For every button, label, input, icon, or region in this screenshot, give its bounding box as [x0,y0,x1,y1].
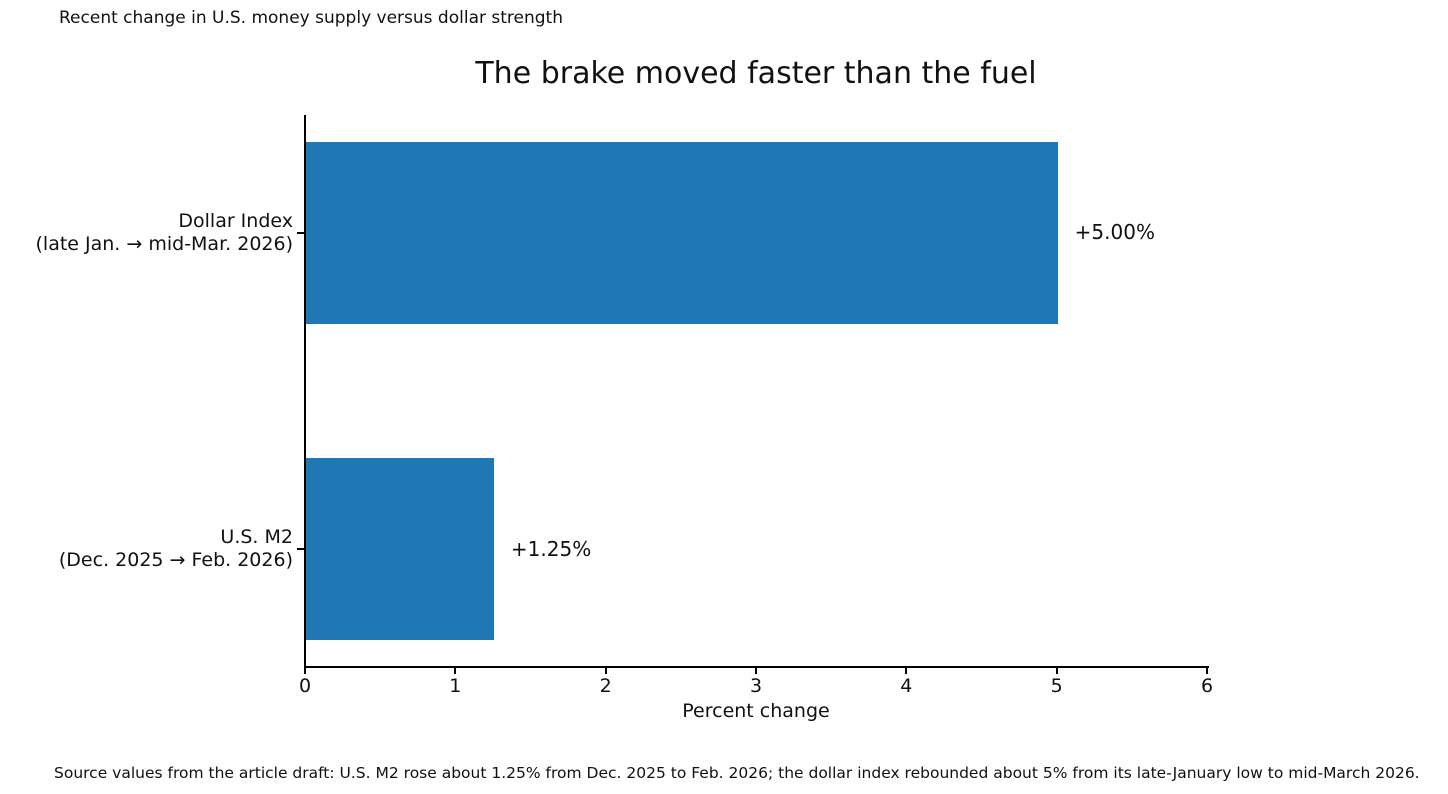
source-note: Source values from the article draft: U.… [54,764,1420,782]
x-tick-label: 4 [900,675,913,697]
y-tick-label-us-m2: U.S. M2 (Dec. 2025 → Feb. 2026) [0,526,293,572]
x-tick-label: 3 [749,675,763,697]
bar-dollar-index [306,142,1058,324]
x-tick-mark [905,668,908,674]
bar-us-m2 [306,458,494,640]
y-tick-label-line: U.S. M2 [220,526,293,548]
x-tick-mark [755,668,757,674]
y-tick-mark [297,548,304,550]
bar-value-label-us-m2: +1.25% [510,537,592,561]
x-tick-label: 2 [599,675,612,697]
y-tick-label-dollar-index: Dollar Index (late Jan. → mid-Mar. 2026) [0,210,294,256]
chart-title: The brake moved faster than the fuel [475,56,1037,91]
y-tick-label-line: Dollar Index [178,210,293,232]
bar-value-label-dollar-index: +5.00% [1074,220,1155,244]
x-tick-mark [604,668,607,674]
x-tick-mark [1206,668,1208,674]
x-tick-label: 5 [1050,675,1063,697]
x-axis-line [304,666,1209,668]
x-tick-mark [304,668,306,674]
y-tick-label-line: (Dec. 2025 → Feb. 2026) [58,549,293,571]
x-tick-label: 6 [1200,675,1214,697]
x-tick-label: 0 [298,675,312,697]
x-axis-title: Percent change [682,700,830,722]
y-tick-mark [297,232,304,234]
figure-header-note: Recent change in U.S. money supply versu… [59,8,563,28]
x-tick-label: 1 [449,675,462,697]
y-tick-label-line: (late Jan. → mid-Mar. 2026) [35,233,294,255]
y-axis-line [304,115,306,668]
x-tick-mark [454,668,457,674]
x-tick-mark [1055,668,1058,674]
